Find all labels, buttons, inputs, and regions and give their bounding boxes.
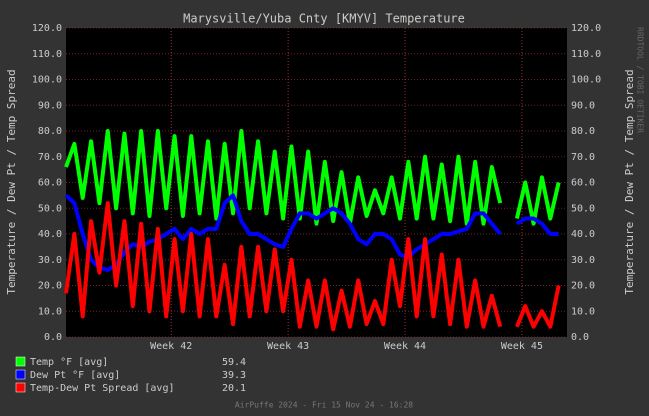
y-tick-label: 60.0: [38, 178, 62, 189]
y2-tick-label: 90.0: [571, 100, 595, 111]
y2-tick-label: 0.0: [571, 332, 589, 343]
x-tick-label: Week 45: [501, 341, 543, 352]
x-tick-label: Week 42: [150, 341, 192, 352]
y2-tick-label: 50.0: [571, 203, 595, 214]
y2-tick-label: 100.0: [571, 75, 601, 86]
y-tick-label: 80.0: [38, 126, 62, 137]
chart-title: Marysville/Yuba Cnty [KMYV] Temperature: [183, 12, 465, 26]
y-tick-label: 20.0: [38, 281, 62, 292]
y2-tick-label: 10.0: [571, 306, 595, 317]
x-tick-label: Week 44: [384, 341, 426, 352]
legend-label: Dew Pt °F [avg]: [30, 370, 120, 381]
legend-swatch: [15, 369, 26, 380]
legend-value: 20.1: [222, 383, 246, 394]
legend-value: 59.4: [222, 357, 246, 368]
y2-tick-label: 110.0: [571, 49, 601, 60]
y-axis-label: Temperature / Dew Pt / Temp Spread: [5, 69, 18, 294]
y-tick-label: 70.0: [38, 152, 62, 163]
x-tick-label: Week 43: [267, 341, 309, 352]
legend-value: 39.3: [222, 370, 246, 381]
legend-swatch: [15, 356, 26, 367]
legend-label: Temp-Dew Pt Spread [avg]: [30, 383, 175, 394]
series-line: [64, 129, 561, 226]
y-tick-label: 100.0: [32, 75, 62, 86]
y-tick-label: 50.0: [38, 203, 62, 214]
y-tick-label: 0.0: [44, 332, 62, 343]
legend-swatch: [15, 382, 26, 393]
y2-tick-label: 60.0: [571, 178, 595, 189]
watermark: RRDTOOL / TOBI OETIKER: [636, 27, 645, 133]
y-tick-label: 120.0: [32, 23, 62, 34]
y2-axis-label: Temperature / Dew Pt / Temp Spread: [623, 69, 636, 294]
y2-tick-label: 80.0: [571, 126, 595, 137]
y-tick-label: 10.0: [38, 306, 62, 317]
y2-tick-label: 20.0: [571, 281, 595, 292]
y-tick-label: 110.0: [32, 49, 62, 60]
y2-tick-label: 30.0: [571, 255, 595, 266]
y2-tick-label: 70.0: [571, 152, 595, 163]
y-tick-label: 30.0: [38, 255, 62, 266]
legend-label: Temp °F [avg]: [30, 357, 108, 368]
y2-tick-label: 40.0: [571, 229, 595, 240]
series-line: [64, 201, 561, 332]
y2-tick-label: 120.0: [571, 23, 601, 34]
footer: AirPuffe 2024 - Fri 15 Nov 24 - 16:28: [235, 401, 413, 410]
y-tick-label: 40.0: [38, 229, 62, 240]
y-tick-label: 90.0: [38, 100, 62, 111]
